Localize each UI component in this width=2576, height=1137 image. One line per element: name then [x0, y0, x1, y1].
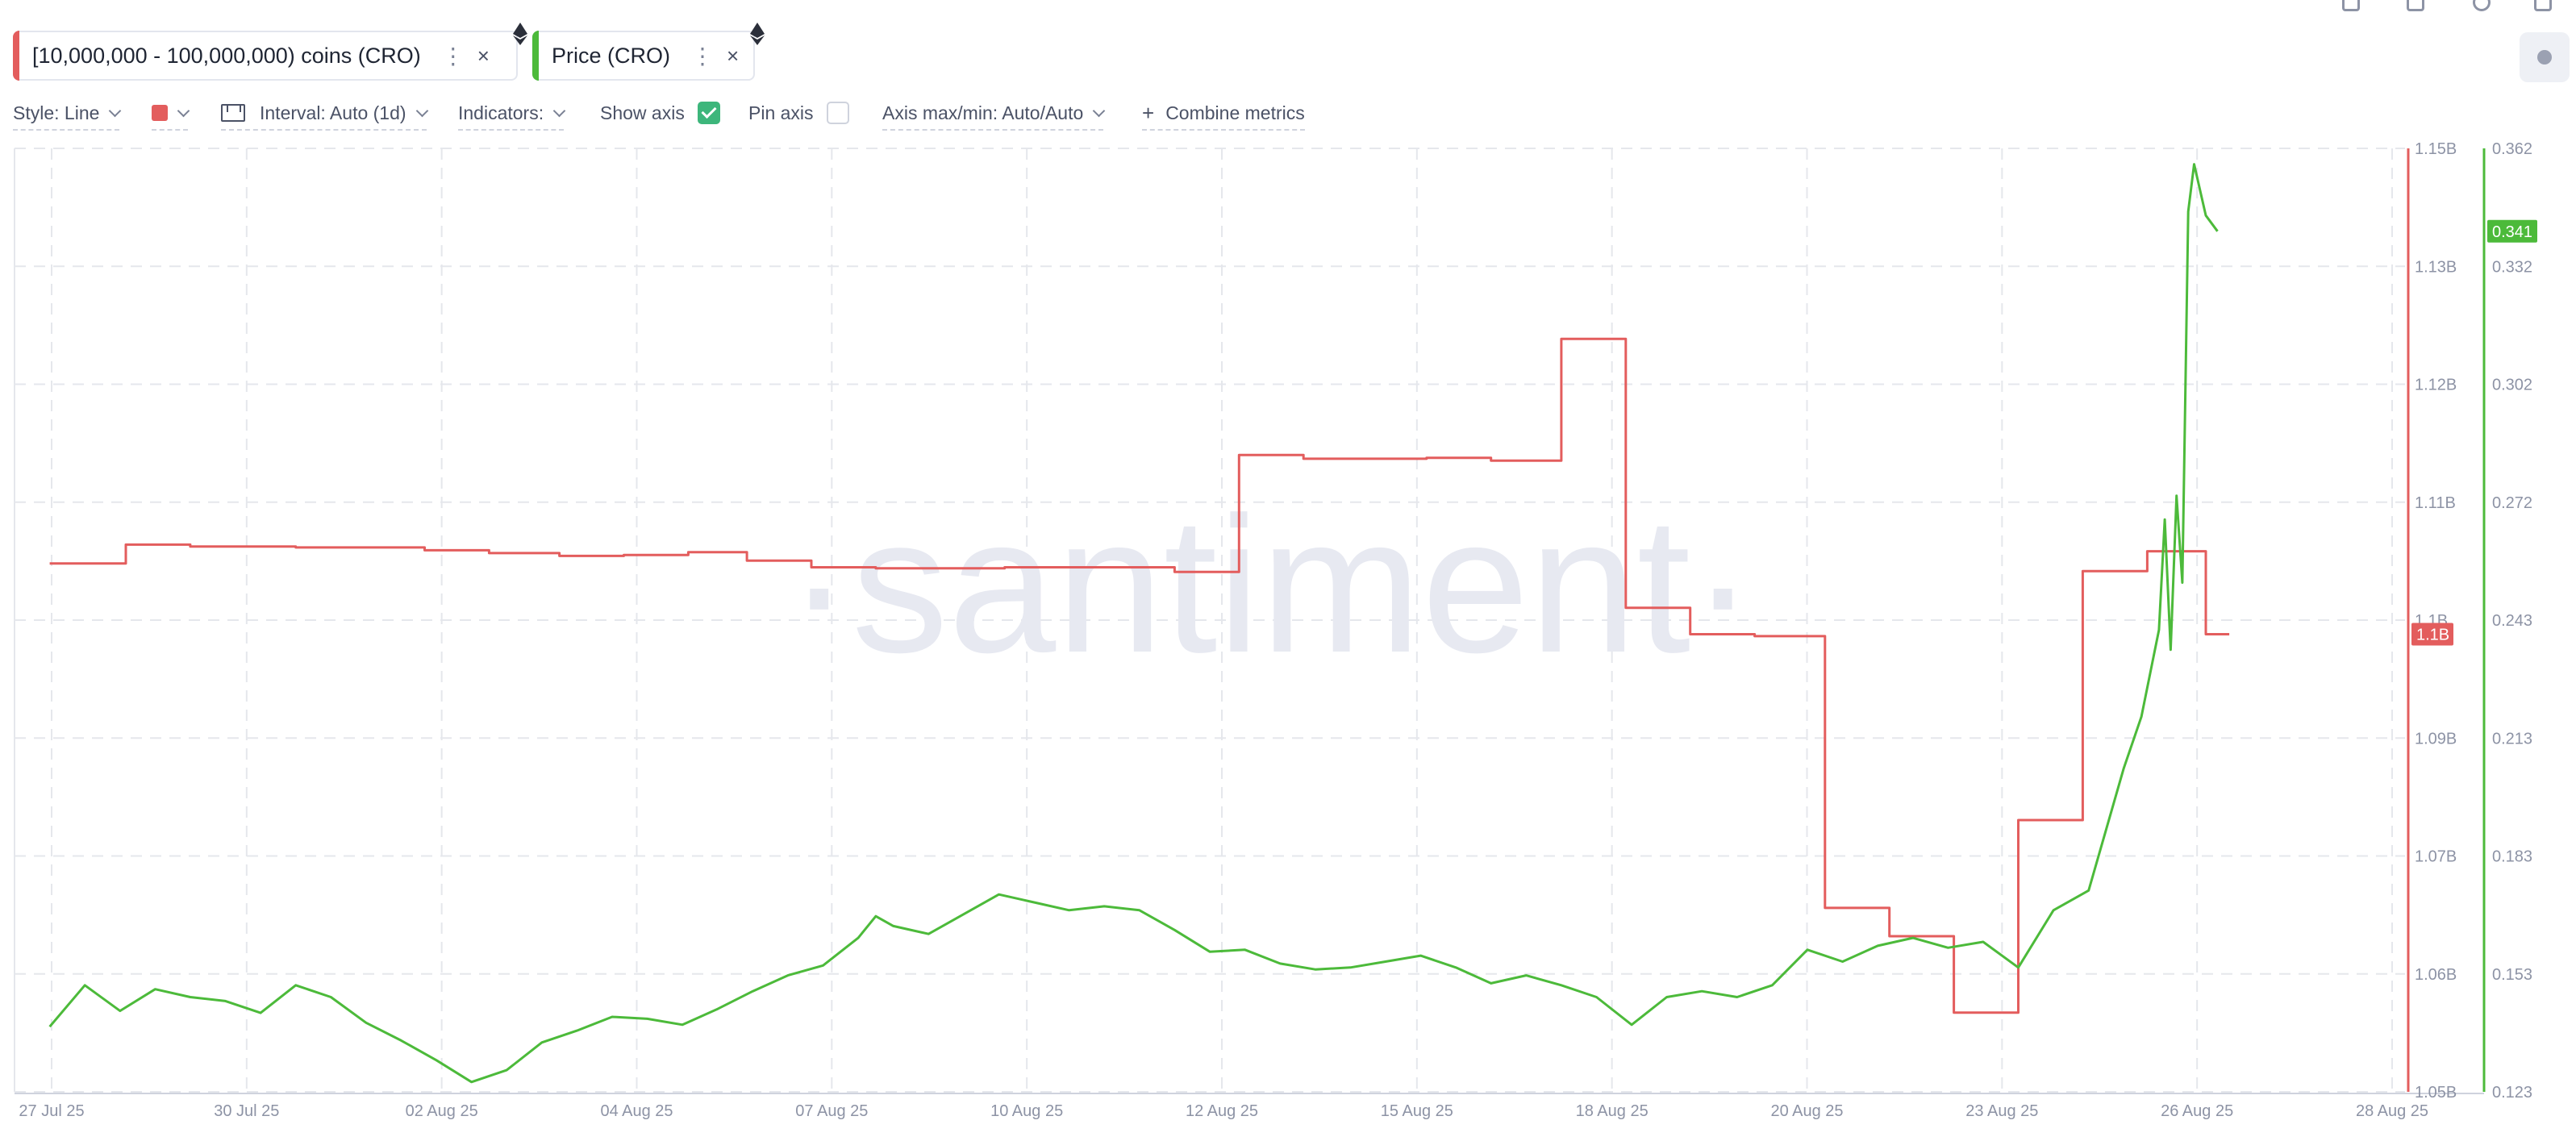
right-axis-tick-label: 0.183 — [2492, 848, 2532, 866]
last-value-label: 0.341 — [2492, 223, 2532, 241]
comment-icon[interactable] — [2342, 0, 2360, 11]
metric-menu-icon[interactable]: ⋮ — [691, 43, 714, 69]
x-tick-label: 02 Aug 25 — [406, 1102, 478, 1120]
right-axis-tick-label: 0.302 — [2492, 377, 2532, 394]
left-axis-tick-label: 1.15B — [2415, 140, 2457, 158]
metric-color-accent — [13, 31, 19, 81]
watermark-text: ·santiment· — [787, 477, 1755, 693]
options-dot-icon — [2537, 50, 2552, 65]
chart-grid — [14, 148, 2405, 1093]
remove-metric-icon[interactable]: × — [477, 43, 490, 68]
chart-series — [48, 163, 2230, 1084]
chart[interactable]: ·santiment· 27 Jul 25 30 Jul 25 02 Aug 25 0… — [0, 135, 2576, 1137]
left-axis-tick-label: 1.13B — [2415, 258, 2457, 276]
x-tick-label: 30 Jul 25 — [214, 1102, 279, 1120]
series-line-1 — [48, 163, 2219, 1084]
ruler-icon — [221, 104, 245, 122]
show-axis-toggle[interactable]: Show axis — [600, 97, 720, 129]
left-axis-tick-label: 1.05B — [2415, 1084, 2457, 1102]
interval-dropdown[interactable]: Interval: Auto (1d) — [221, 97, 428, 131]
chevron-down-icon — [177, 104, 190, 117]
color-swatch — [152, 105, 168, 121]
chart-axes — [15, 148, 2486, 1094]
metric-chip-price[interactable]: Price (CRO) ⋮ × — [532, 23, 765, 81]
show-axis-label: Show axis — [600, 102, 685, 123]
line-color-dropdown[interactable] — [152, 97, 190, 131]
indicators-dropdown[interactable]: Indicators: — [458, 97, 566, 131]
pin-axis-checkbox[interactable] — [826, 102, 849, 124]
left-axis-tick-label: 1.11B — [2415, 494, 2456, 512]
axis-range-dropdown[interactable]: Axis max/min: Auto/Auto — [882, 97, 1106, 131]
show-axis-checkbox[interactable] — [697, 102, 720, 124]
fullscreen-icon[interactable] — [2534, 0, 2552, 11]
indicators-label: Indicators: — [458, 102, 544, 123]
right-axis-tick-label: 0.153 — [2492, 966, 2532, 984]
chevron-down-icon — [552, 104, 566, 117]
right-axis-tick-label: 0.243 — [2492, 612, 2532, 630]
x-tick-label: 04 Aug 25 — [600, 1102, 673, 1120]
remove-metric-icon[interactable]: × — [727, 43, 740, 68]
right-axis-tick-label: 0.272 — [2492, 494, 2532, 512]
x-tick-label: 07 Aug 25 — [795, 1102, 868, 1120]
interval-label: Interval: Auto (1d) — [260, 102, 406, 123]
style-label: Style: Line — [13, 102, 100, 123]
right-axis-tick-label: 0.123 — [2492, 1084, 2532, 1102]
plus-icon: + — [1142, 100, 1155, 125]
x-tick-label: 28 Aug 25 — [2356, 1102, 2428, 1120]
left-axis-tick-label: 1.07B — [2415, 848, 2457, 866]
right-axis-tick-label: 0.362 — [2492, 140, 2532, 158]
chart-options-button[interactable] — [2520, 32, 2570, 82]
style-dropdown[interactable]: Style: Line — [13, 97, 122, 131]
x-tick-label: 20 Aug 25 — [1770, 1102, 1843, 1120]
x-tick-label: 12 Aug 25 — [1186, 1102, 1258, 1120]
metric-color-accent — [532, 31, 539, 81]
right-axis-tick-label: 0.213 — [2492, 730, 2532, 748]
metric-menu-icon[interactable]: ⋮ — [441, 43, 465, 69]
settings-icon[interactable] — [2473, 0, 2491, 11]
last-value-badge — [2411, 623, 2453, 646]
chart-labels: 27 Jul 25 30 Jul 25 02 Aug 25 04 Aug 25 07 A… — [19, 140, 2537, 1120]
axis-range-label: Axis max/min: Auto/Auto — [882, 102, 1084, 123]
left-axis-tick-label: 1.09B — [2415, 730, 2457, 748]
combine-metrics-label: Combine metrics — [1165, 102, 1305, 123]
pin-axis-label: Pin axis — [748, 102, 814, 123]
metric-chip-holders[interactable]: [10,000,000 - 100,000,000) coins (CRO) ⋮… — [13, 23, 527, 81]
ethereum-icon — [750, 23, 765, 45]
chevron-down-icon — [109, 104, 122, 117]
metric-label: [10,000,000 - 100,000,000) coins (CRO) — [32, 43, 421, 68]
x-tick-label: 23 Aug 25 — [1965, 1102, 2038, 1120]
right-axis-tick-label: 0.332 — [2492, 258, 2532, 276]
pin-axis-toggle[interactable]: Pin axis — [748, 97, 849, 129]
series-line-0 — [49, 337, 2230, 1014]
ethereum-icon — [513, 23, 527, 45]
share-icon[interactable] — [2407, 0, 2424, 11]
x-tick-label: 10 Aug 25 — [990, 1102, 1063, 1120]
left-axis-tick-label: 1.12B — [2415, 377, 2457, 394]
chevron-down-icon — [1093, 104, 1106, 117]
last-value-label: 1.1B — [2416, 627, 2449, 644]
x-tick-label: 18 Aug 25 — [1576, 1102, 1649, 1120]
x-tick-label: 27 Jul 25 — [19, 1102, 84, 1120]
combine-metrics-button[interactable]: + Combine metrics — [1142, 97, 1305, 131]
last-value-badge — [2487, 219, 2537, 243]
x-tick-label: 15 Aug 25 — [1381, 1102, 1453, 1120]
x-tick-label: 26 Aug 25 — [2161, 1102, 2233, 1120]
metric-label: Price (CRO) — [552, 43, 670, 68]
top-toolbar-strip — [0, 0, 2576, 13]
chevron-down-icon — [415, 104, 428, 117]
left-axis-tick-label: 1.06B — [2415, 966, 2457, 984]
